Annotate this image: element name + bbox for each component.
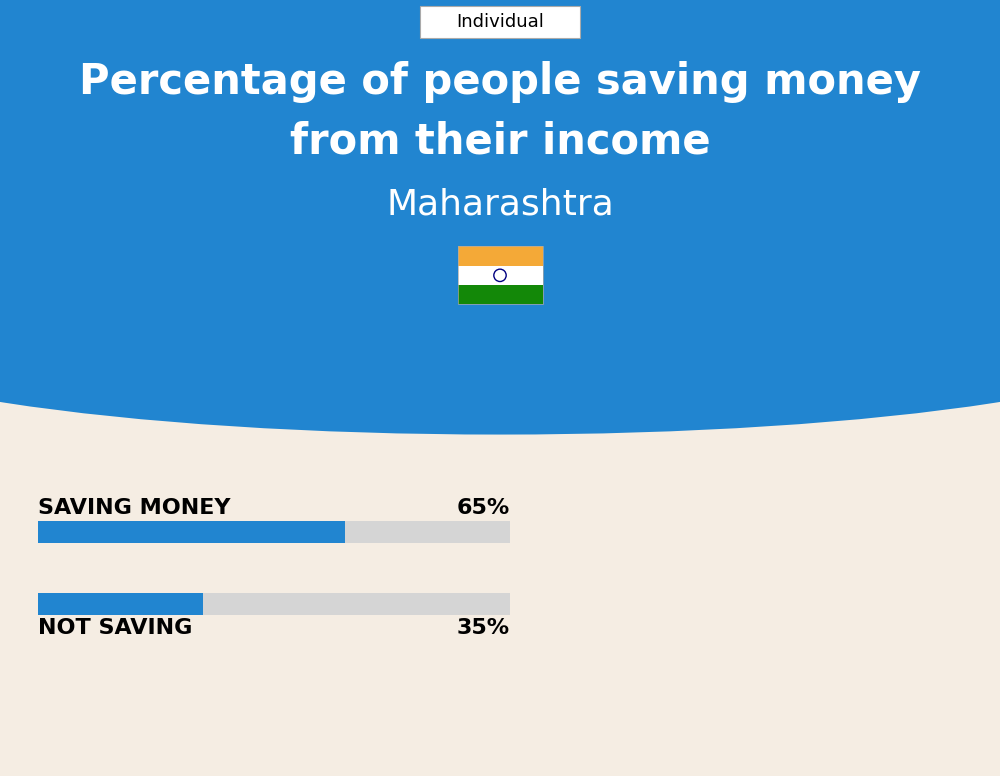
Text: 65%: 65%	[457, 498, 510, 518]
Text: Maharashtra: Maharashtra	[386, 188, 614, 222]
Bar	[458, 246, 542, 265]
Ellipse shape	[0, 217, 1000, 435]
Text: 35%: 35%	[457, 618, 510, 638]
Text: Individual: Individual	[456, 13, 544, 31]
Bar	[38, 521, 345, 543]
Text: NOT SAVING: NOT SAVING	[38, 618, 192, 638]
Bar	[458, 246, 542, 304]
Text: Percentage of people saving money: Percentage of people saving money	[79, 61, 921, 103]
Text: from their income: from their income	[290, 121, 710, 163]
Bar	[0, 0, 1000, 326]
Bar	[458, 265, 542, 285]
Bar	[38, 593, 510, 615]
FancyBboxPatch shape	[420, 6, 580, 38]
Bar	[458, 285, 542, 304]
Bar	[38, 521, 510, 543]
Text: SAVING MONEY: SAVING MONEY	[38, 498, 230, 518]
Bar	[38, 593, 203, 615]
